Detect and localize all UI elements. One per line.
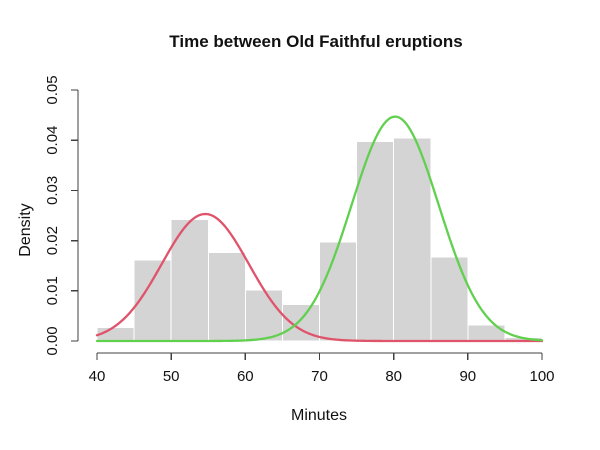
y-tick-label-0.02: 0.02 — [44, 226, 61, 255]
x-tick-label-70: 70 — [311, 368, 328, 385]
y-tick-label-0.05: 0.05 — [44, 75, 61, 104]
y-tick-label-0.00: 0.00 — [44, 326, 61, 355]
axes-layer: 40 50 60 70 80 90 100 0.00 0.01 0.02 0.03 0.04 0.05 — [44, 75, 555, 385]
x-tick-label-100: 100 — [529, 368, 554, 385]
green-density-curve — [95, 115, 544, 343]
density-curves-layer — [95, 115, 544, 343]
y-tick-label-0.01: 0.01 — [44, 276, 61, 305]
y-tick-label-0.04: 0.04 — [44, 126, 61, 155]
x-tick-label-60: 60 — [237, 368, 254, 385]
histogram-bar-70-75 — [319, 241, 358, 342]
histogram-bar-55-60 — [207, 252, 246, 342]
x-axis-label: Minutes — [291, 407, 347, 424]
histogram-bar-50-55 — [170, 219, 209, 342]
red-density-curve — [95, 212, 544, 343]
histogram-bar-80-85 — [393, 137, 432, 342]
x-tick-label-50: 50 — [163, 368, 180, 385]
x-tick-label-80: 80 — [385, 368, 402, 385]
histogram-bar-60-65 — [244, 289, 283, 342]
chart-title: Time between Old Faithful eruptions — [169, 32, 462, 51]
y-axis-label: Density — [17, 203, 34, 256]
y-tick-label-0.03: 0.03 — [44, 176, 61, 205]
x-tick-label-40: 40 — [89, 368, 106, 385]
x-tick-label-90: 90 — [459, 368, 476, 385]
histogram-bars-layer — [96, 137, 543, 342]
